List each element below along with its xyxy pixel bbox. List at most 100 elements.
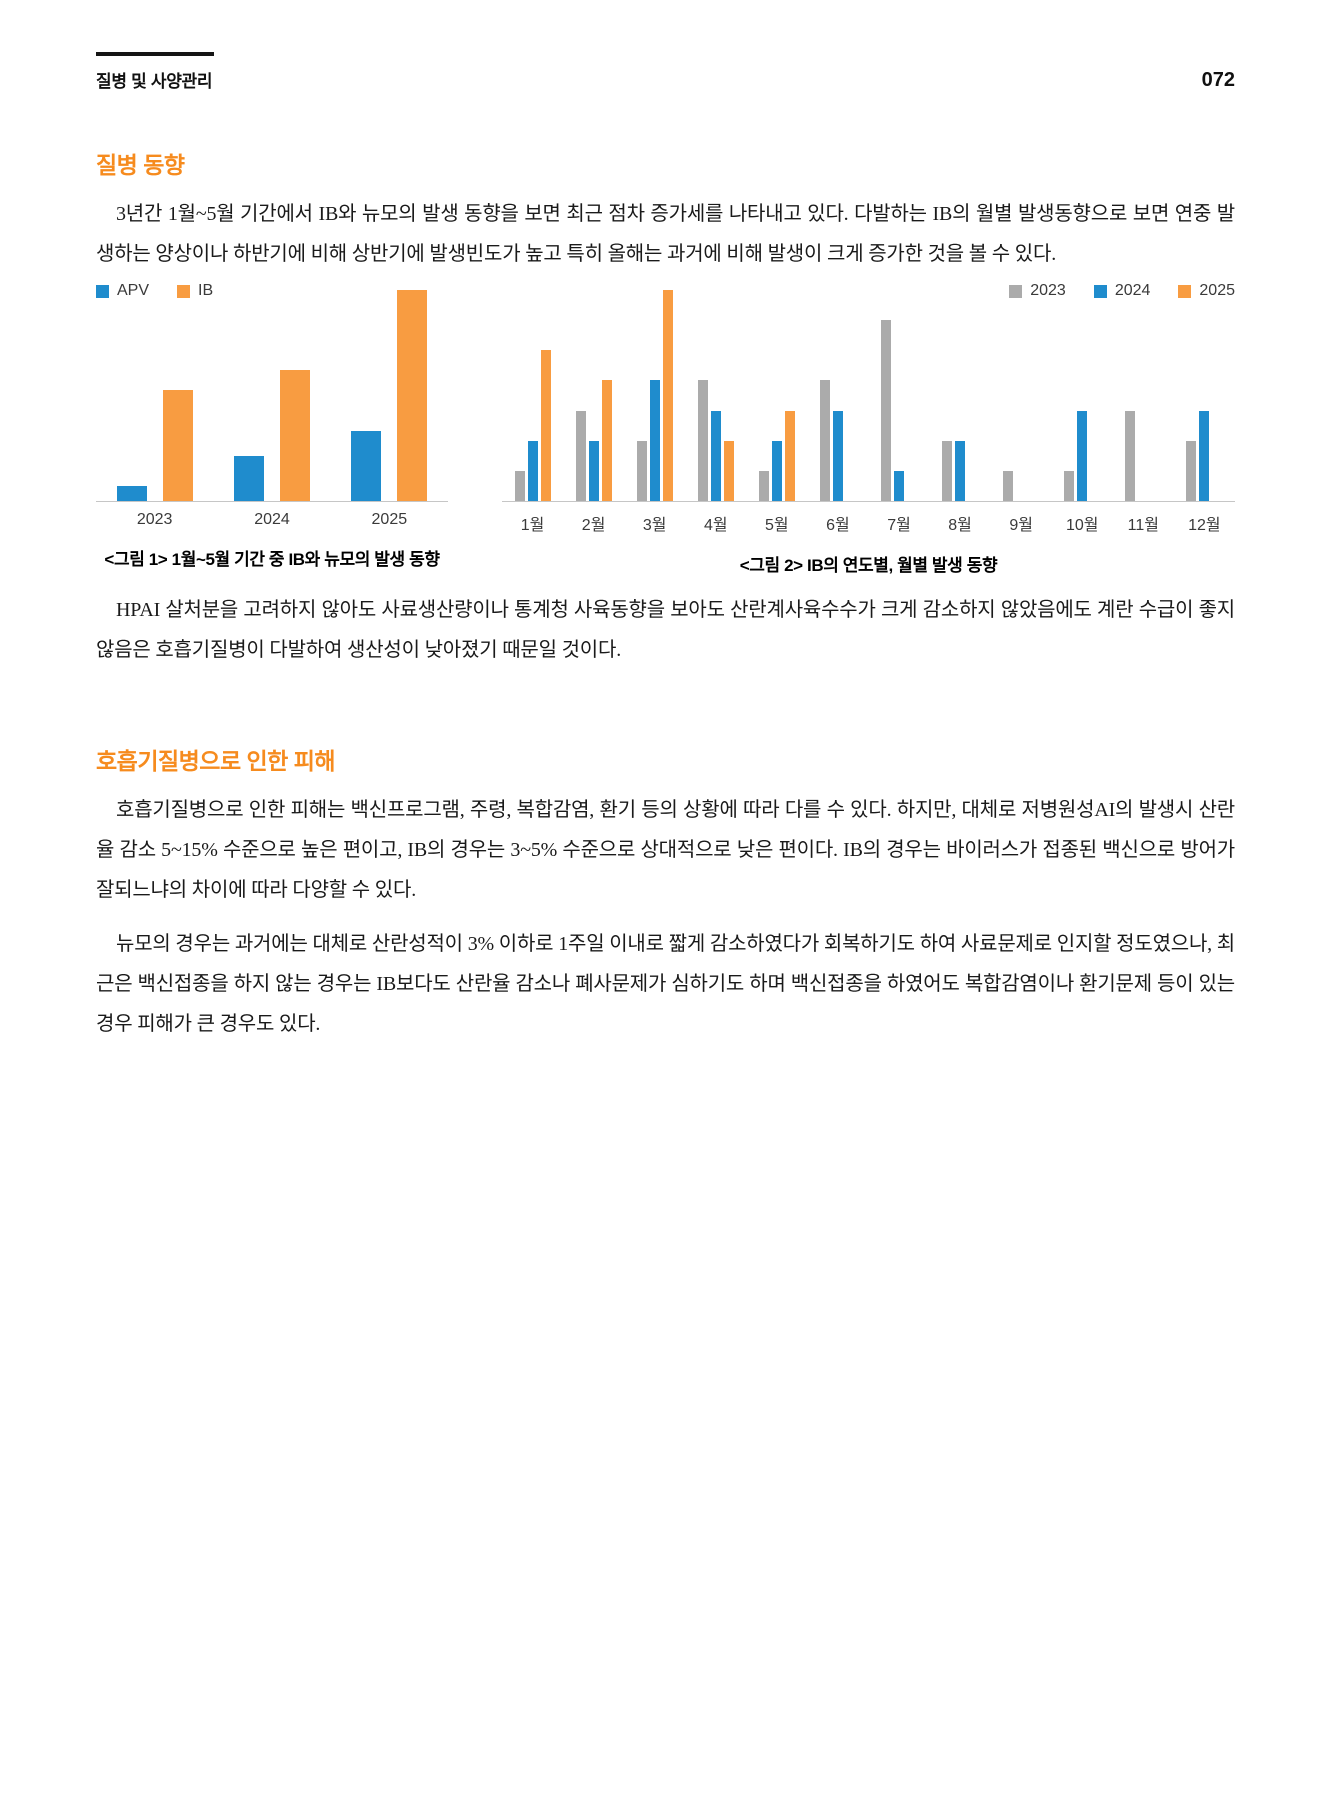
section-heading-respiratory-damage: 호흡기질병으로 인한 피해 — [96, 748, 336, 774]
bar-group-9월 — [1003, 290, 1039, 501]
x-tick-label-9월: 9월 — [1009, 517, 1033, 534]
legend-item-2023: 2023 — [1009, 282, 1066, 300]
bar-2024-2월 — [588, 440, 599, 501]
bar-2025-3월 — [662, 290, 673, 501]
bar-2023-9월 — [1003, 470, 1014, 501]
section-heading-disease-trends: 질병 동향 — [96, 152, 185, 178]
chart1-bar-plot — [96, 290, 448, 502]
legend-label: 2023 — [1030, 282, 1066, 299]
bar-2024-3월 — [649, 380, 660, 501]
bar-group-7월 — [881, 290, 917, 501]
bar-group-4월 — [697, 290, 734, 501]
bar-group-2023 — [116, 290, 193, 501]
chart2-caption: <그림 2> IB의 연도별, 월별 발생 동향 — [739, 556, 998, 575]
bar-2024-4월 — [710, 410, 721, 501]
bar-2025-4월 — [723, 440, 734, 501]
page-header: 질병 및 사양관리 072 — [96, 52, 1235, 92]
bar-2023-8월 — [942, 440, 953, 501]
chart-figure-2: 2023 2024 2025 1월 2월 3월 4월 5월 6월 7월 8월 9월 10월 11월 12월… — [502, 282, 1235, 576]
legend-swatch-2025 — [1178, 284, 1192, 298]
bar-2023-4월 — [697, 380, 708, 501]
bar-IB-2023 — [162, 390, 193, 501]
page-number: 072 — [1201, 69, 1235, 91]
bar-group-2025 — [351, 290, 428, 501]
legend-swatch-2024 — [1093, 284, 1107, 298]
x-tick-label-2025: 2025 — [371, 511, 408, 528]
bar-2024-10월 — [1077, 410, 1088, 501]
legend-swatch-APV — [96, 284, 109, 298]
bar-group-6월 — [819, 290, 856, 501]
legend-label: 2025 — [1199, 282, 1235, 299]
bar-2023-11월 — [1125, 410, 1136, 501]
paragraph-respiratory-1: 호흡기질병으로 인한 피해는 백신프로그램, 주령, 복합감염, 환기 등의 상… — [96, 799, 1235, 901]
bar-2025-5월 — [784, 410, 795, 501]
bar-2023-2월 — [575, 410, 586, 501]
section-breadcrumb: 질병 및 사양관리 — [96, 72, 213, 91]
x-tick-label-1월: 1월 — [520, 517, 545, 534]
bar-2023-5월 — [758, 470, 769, 501]
bar-group-11월 — [1125, 290, 1161, 501]
chart1-caption: <그림 1> 1월~5월 기간 중 IB와 뉴모의 발생 동향 — [104, 550, 440, 569]
bar-group-2월 — [575, 290, 612, 501]
x-tick-label-2024: 2024 — [254, 511, 290, 528]
chart2-legend: 2023 2024 2025 — [1009, 282, 1235, 300]
bar-2024-6월 — [832, 410, 843, 501]
bar-2023-7월 — [881, 320, 891, 501]
chart2-x-axis-labels: 1월 2월 3월 4월 5월 6월 7월 8월 9월 10월 11월 12월 — [502, 511, 1235, 535]
bar-2023-10월 — [1064, 470, 1075, 501]
bar-group-1월 — [514, 290, 551, 501]
bar-2025-2월 — [601, 380, 612, 501]
x-tick-label-10월: 10월 — [1065, 517, 1099, 534]
x-tick-label-12월: 12월 — [1188, 517, 1221, 534]
chart2-bar-plot — [502, 290, 1235, 502]
paragraph-disease-trends-2: HPAI 살처분을 고려하지 않아도 사료생산량이나 통계청 사육동향을 보아도… — [96, 599, 1235, 661]
x-tick-label-5월: 5월 — [765, 517, 789, 534]
header-rule — [96, 52, 214, 56]
x-tick-label-4월: 4월 — [703, 517, 728, 534]
x-tick-label-3월: 3월 — [642, 517, 667, 534]
bar-group-8월 — [942, 290, 978, 501]
bar-2024-7월 — [894, 470, 904, 501]
legend-label: 2024 — [1114, 282, 1151, 299]
legend-item-IB: IB — [177, 282, 213, 300]
x-tick-label-2월: 2월 — [581, 517, 606, 534]
x-tick-label-6월: 6월 — [826, 517, 850, 534]
bar-group-5월 — [758, 290, 795, 501]
legend-swatch-IB — [177, 284, 191, 298]
bar-2024-1월 — [527, 440, 538, 501]
x-tick-label-11월: 11월 — [1127, 517, 1159, 534]
bar-group-12월 — [1186, 290, 1222, 501]
bar-2023-1월 — [514, 470, 525, 501]
charts-row: APV IB 2023 2024 2025 <그림 1> 1월~5월 기간 중 IB와… — [96, 282, 1235, 576]
legend-label: IB — [198, 282, 214, 299]
bar-group-10월 — [1064, 290, 1100, 501]
legend-item-2024: 2024 — [1093, 282, 1151, 300]
bar-2024-8월 — [955, 440, 966, 501]
legend-item-APV: APV — [96, 282, 149, 300]
paragraph-respiratory-2: 뉴모의 경우는 과거에는 대체로 산란성적이 3% 이하로 1주일 이내로 짧게… — [96, 933, 1235, 1035]
bar-APV-2025 — [351, 430, 382, 501]
x-tick-label-8월: 8월 — [948, 517, 972, 534]
chart1-x-axis-labels: 2023 2024 2025 — [96, 511, 448, 529]
paragraph-disease-trends-1: 3년간 1월~5월 기간에서 IB와 뉴모의 발생 동향을 보면 최근 점차 증… — [96, 203, 1235, 265]
x-tick-label-2023: 2023 — [136, 511, 173, 528]
bar-IB-2025 — [397, 290, 428, 501]
legend-swatch-2023 — [1009, 284, 1023, 298]
bar-2024-12월 — [1199, 410, 1210, 501]
bar-IB-2024 — [279, 370, 310, 501]
legend-item-2025: 2025 — [1178, 282, 1235, 300]
bar-APV-2023 — [116, 485, 147, 501]
legend-label: APV — [117, 282, 150, 299]
x-tick-label-7월: 7월 — [887, 517, 911, 534]
chart1-legend: APV IB — [96, 282, 213, 300]
bar-2024-5월 — [771, 440, 782, 501]
bar-2025-1월 — [540, 350, 551, 501]
bar-2023-12월 — [1186, 440, 1197, 501]
bar-APV-2024 — [233, 455, 264, 501]
bar-group-2024 — [233, 290, 310, 501]
bar-group-3월 — [636, 290, 673, 501]
chart-figure-1: APV IB 2023 2024 2025 <그림 1> 1월~5월 기간 중 IB와… — [96, 282, 448, 576]
bar-2023-3월 — [636, 440, 647, 501]
header-left: 질병 및 사양관리 — [96, 52, 214, 92]
